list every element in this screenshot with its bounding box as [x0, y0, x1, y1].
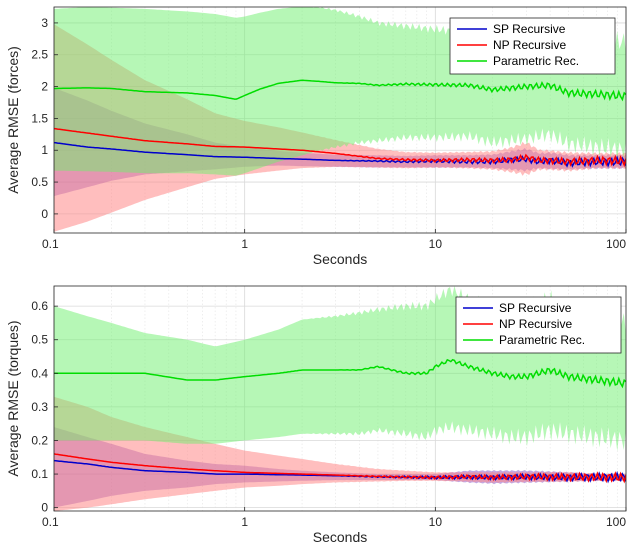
- axes-box: [53, 285, 627, 512]
- legend-box: [449, 17, 616, 75]
- legend-label: SP Recursive: [493, 22, 566, 36]
- legend-label: Parametric Rec.: [493, 54, 579, 68]
- legend-label: NP Recursive: [493, 38, 566, 52]
- x-axis-label: Seconds: [313, 251, 367, 267]
- y-tick-label: 0.3: [31, 400, 48, 414]
- legend: SP Recursive NP Recursive Parametric Rec.: [449, 17, 616, 75]
- x-axis-label: Seconds: [313, 529, 367, 545]
- axes-box: [53, 6, 627, 234]
- confidence-band-np-recursive: [54, 24, 626, 232]
- series-line-parametric-rec: [54, 358, 626, 389]
- x-tick-label: 10: [429, 237, 443, 251]
- legend: SP Recursive NP Recursive Parametric Rec.: [455, 296, 622, 354]
- y-tick-label: 3: [41, 16, 48, 30]
- x-tick-label: 10: [429, 515, 443, 529]
- y-tick-label: 0.5: [31, 333, 48, 347]
- x-tick-label: 0.1: [42, 237, 59, 251]
- torques-chart: 0.1 1 10 10000.10.20.30.40.50.6SecondsAvera…: [5, 285, 627, 545]
- series-line-np-recursive: [54, 453, 626, 484]
- y-tick-label: 2.5: [31, 48, 48, 62]
- x-tick-label: 100: [606, 515, 626, 529]
- forces-chart: 0.1 1 10 100 0 0.5 1 1.5 2 2.5 3 Seconds Average RMS…: [5, 6, 627, 267]
- y-tick-label: 1.5: [31, 111, 48, 125]
- series-line-parametric-rec: [54, 79, 626, 102]
- y-tick-label: 0.6: [31, 299, 48, 313]
- x-tick-label: 0.1: [42, 515, 59, 529]
- legend-label: Parametric Rec.: [499, 333, 585, 347]
- series-line-sp-recursive: [54, 141, 626, 168]
- x-tick-label: 100: [606, 237, 626, 251]
- confidence-band-np-recursive: [54, 396, 626, 511]
- y-axis-label: Average RMSE (torques): [5, 320, 21, 476]
- y-tick-label: 0: [41, 207, 48, 221]
- y-tick-label: 1: [41, 143, 48, 157]
- y-tick-label: 2: [41, 80, 48, 94]
- y-tick-label: 0.1: [31, 467, 48, 481]
- y-axis-label: Average RMSE (forces): [5, 46, 21, 194]
- y-tick-label: 0.4: [31, 366, 48, 380]
- x-tick-label: 1: [241, 237, 248, 251]
- y-tick-label: 0: [41, 501, 48, 515]
- series-line-np-recursive: [54, 127, 626, 168]
- y-tick-label: 0.2: [31, 433, 48, 447]
- x-tick-label: 1: [241, 515, 248, 529]
- legend-label: NP Recursive: [499, 317, 572, 331]
- legend-label: SP Recursive: [499, 301, 572, 315]
- y-tick-label: 0.5: [31, 175, 48, 189]
- legend-box: [455, 296, 622, 354]
